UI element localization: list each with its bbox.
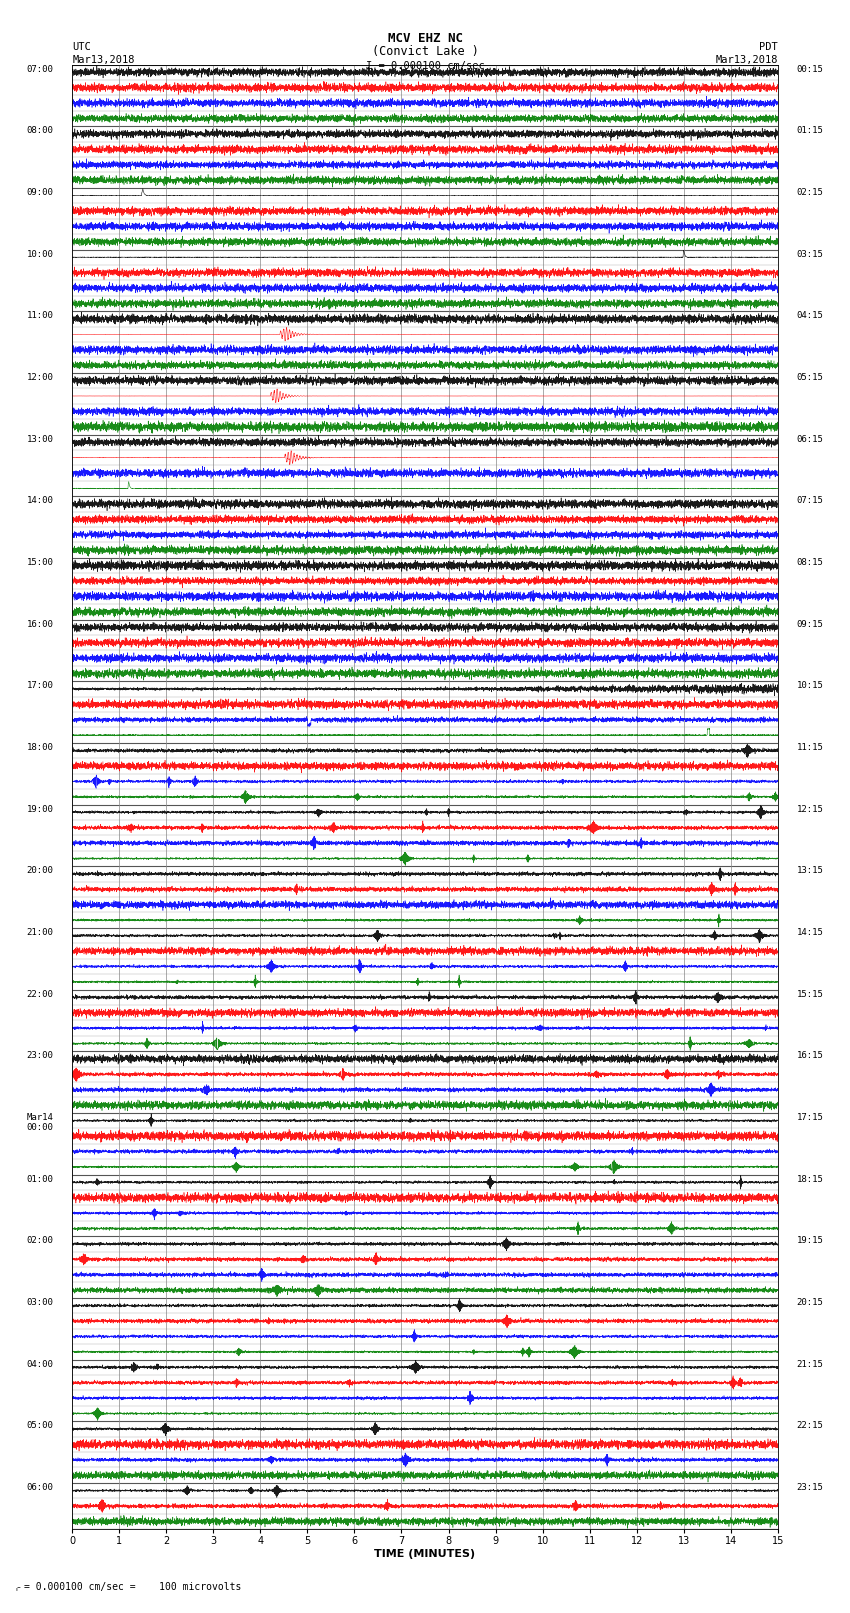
Text: 11:00: 11:00 xyxy=(26,311,54,321)
Text: UTC: UTC xyxy=(72,42,91,52)
Text: 03:15: 03:15 xyxy=(796,250,824,258)
Text: (Convict Lake ): (Convict Lake ) xyxy=(371,45,479,58)
Text: 03:00: 03:00 xyxy=(26,1298,54,1307)
Text: 01:00: 01:00 xyxy=(26,1174,54,1184)
Text: 19:00: 19:00 xyxy=(26,805,54,813)
Text: 09:15: 09:15 xyxy=(796,619,824,629)
Text: 21:15: 21:15 xyxy=(796,1360,824,1368)
Text: 15:00: 15:00 xyxy=(26,558,54,566)
X-axis label: TIME (MINUTES): TIME (MINUTES) xyxy=(375,1548,475,1558)
Text: 23:15: 23:15 xyxy=(796,1482,824,1492)
Text: 20:15: 20:15 xyxy=(796,1298,824,1307)
Text: 02:00: 02:00 xyxy=(26,1236,54,1245)
Text: Mar14
00:00: Mar14 00:00 xyxy=(26,1113,54,1132)
Text: 13:15: 13:15 xyxy=(796,866,824,876)
Text: 08:00: 08:00 xyxy=(26,126,54,135)
Text: 04:15: 04:15 xyxy=(796,311,824,321)
Text: 10:15: 10:15 xyxy=(796,681,824,690)
Text: 07:00: 07:00 xyxy=(26,65,54,74)
Text: 18:00: 18:00 xyxy=(26,744,54,752)
Text: 06:15: 06:15 xyxy=(796,434,824,444)
Text: 12:00: 12:00 xyxy=(26,373,54,382)
Text: 22:00: 22:00 xyxy=(26,989,54,998)
Text: 15:15: 15:15 xyxy=(796,989,824,998)
Text: 10:00: 10:00 xyxy=(26,250,54,258)
Text: 16:00: 16:00 xyxy=(26,619,54,629)
Text: = 0.000100 cm/sec =    100 microvolts: = 0.000100 cm/sec = 100 microvolts xyxy=(24,1582,241,1592)
Text: 09:00: 09:00 xyxy=(26,187,54,197)
Text: 21:00: 21:00 xyxy=(26,927,54,937)
Text: 11:15: 11:15 xyxy=(796,744,824,752)
Text: 08:15: 08:15 xyxy=(796,558,824,566)
Text: 19:15: 19:15 xyxy=(796,1236,824,1245)
Text: 13:00: 13:00 xyxy=(26,434,54,444)
Text: 07:15: 07:15 xyxy=(796,497,824,505)
Text: 23:00: 23:00 xyxy=(26,1052,54,1060)
Text: 06:00: 06:00 xyxy=(26,1482,54,1492)
Text: 14:15: 14:15 xyxy=(796,927,824,937)
Text: 17:15: 17:15 xyxy=(796,1113,824,1123)
Text: 01:15: 01:15 xyxy=(796,126,824,135)
Text: Mar13,2018: Mar13,2018 xyxy=(72,55,135,65)
Text: 12:15: 12:15 xyxy=(796,805,824,813)
Text: 04:00: 04:00 xyxy=(26,1360,54,1368)
Text: ⌌: ⌌ xyxy=(13,1582,20,1592)
Text: Mar13,2018: Mar13,2018 xyxy=(715,55,778,65)
Text: 16:15: 16:15 xyxy=(796,1052,824,1060)
Text: 05:00: 05:00 xyxy=(26,1421,54,1431)
Text: 20:00: 20:00 xyxy=(26,866,54,876)
Text: 22:15: 22:15 xyxy=(796,1421,824,1431)
Text: PDT: PDT xyxy=(759,42,778,52)
Text: 00:15: 00:15 xyxy=(796,65,824,74)
Text: 02:15: 02:15 xyxy=(796,187,824,197)
Text: I = 0.000100 cm/sec: I = 0.000100 cm/sec xyxy=(366,61,484,71)
Text: 17:00: 17:00 xyxy=(26,681,54,690)
Text: 05:15: 05:15 xyxy=(796,373,824,382)
Text: 14:00: 14:00 xyxy=(26,497,54,505)
Text: 18:15: 18:15 xyxy=(796,1174,824,1184)
Text: MCV EHZ NC: MCV EHZ NC xyxy=(388,32,462,45)
